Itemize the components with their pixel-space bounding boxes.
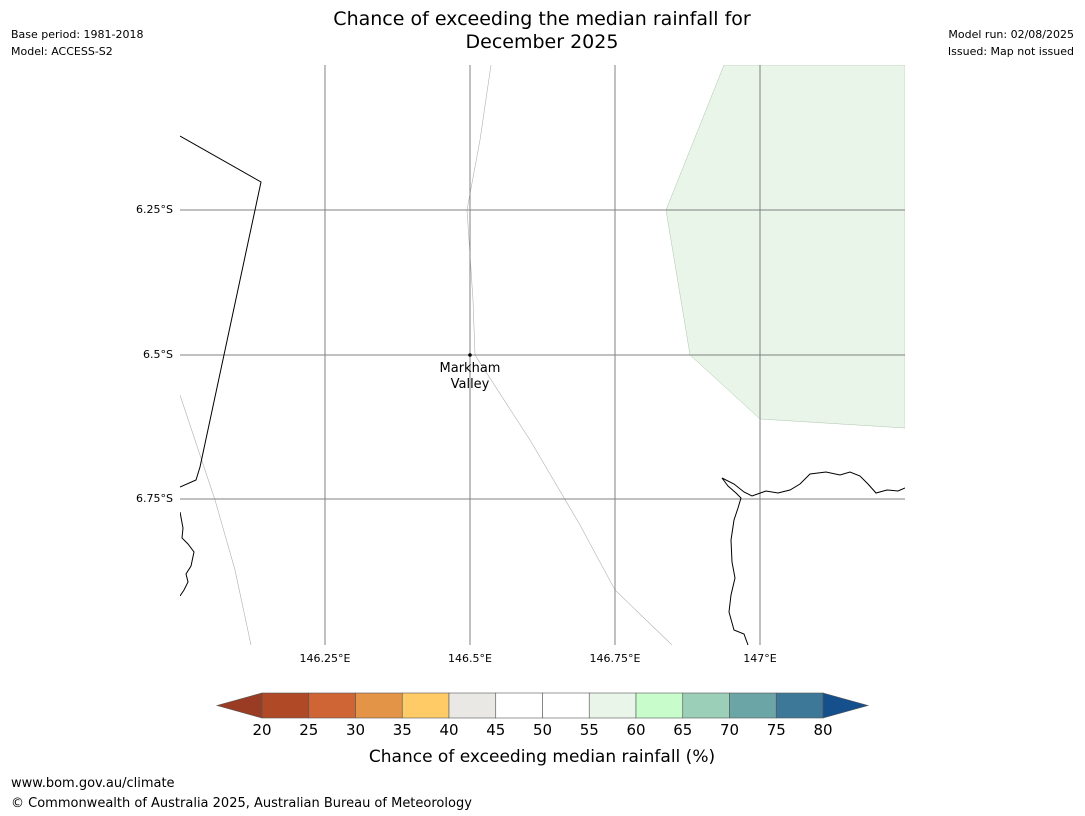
lon-label: 147°E — [743, 652, 776, 665]
colorbar-tick-label: 40 — [439, 721, 458, 739]
colorbar-boxes — [261, 692, 824, 719]
map-area — [180, 65, 905, 645]
colorbar-box — [261, 692, 310, 719]
colorbar-box — [308, 692, 356, 719]
map-title-line2: December 2025 — [465, 31, 619, 53]
boundary-line — [180, 394, 252, 645]
colorbar-box — [448, 692, 497, 719]
lon-label: 146.25°E — [300, 652, 351, 665]
lat-label: 6.75°S — [136, 492, 173, 505]
coastline-huon-gulf — [721, 471, 905, 645]
model-text: Model: ACCESS-S2 — [11, 45, 113, 58]
map-title-line1: Chance of exceeding the median rainfall … — [333, 8, 751, 30]
place-label-line2: Valley — [451, 377, 490, 392]
place-label-line1: Markham — [440, 361, 501, 376]
colorbar-tick-label: 50 — [533, 721, 552, 739]
colorbar-box — [355, 692, 403, 719]
lat-label: 6.25°S — [136, 203, 173, 216]
colorbar-tick-label: 30 — [346, 721, 365, 739]
place-marker-dot — [468, 353, 472, 357]
footer-copyright: © Commonwealth of Australia 2025, Austra… — [11, 796, 472, 811]
issued-text: Issued: Map not issued — [947, 45, 1074, 58]
lon-label: 146.5°E — [448, 652, 492, 665]
colorbar-box — [775, 692, 824, 719]
colorbar-tick-label: 20 — [252, 721, 271, 739]
colorbar-tick-label: 70 — [720, 721, 739, 739]
colorbar-under-arrow — [215, 692, 263, 719]
footer-url[interactable]: www.bom.gov.au/climate — [11, 776, 175, 791]
model-run-text: Model run: 02/08/2025 — [948, 28, 1074, 41]
colorbar-box — [729, 692, 777, 719]
lat-label: 6.5°S — [143, 348, 173, 361]
colorbar: 20 25 30 35 40 45 50 55 60 65 70 75 80 — [215, 692, 870, 739]
colorbar-over-arrow — [822, 692, 870, 719]
colorbar-ticks: 20 25 30 35 40 45 50 55 60 65 70 75 80 — [252, 721, 832, 739]
colorbar-box — [495, 692, 543, 719]
colorbar-tick-label: 35 — [393, 721, 412, 739]
colorbar-box — [401, 692, 450, 719]
colorbar-tick-label: 55 — [580, 721, 599, 739]
lat-gridlines — [180, 209, 905, 500]
colorbar-tick-label: 25 — [299, 721, 318, 739]
colorbar-tick-label: 75 — [767, 721, 786, 739]
base-period-text: Base period: 1981-2018 — [11, 28, 144, 41]
coastline-southwest — [180, 511, 195, 597]
lon-label: 146.75°E — [590, 652, 641, 665]
colorbar-tick-label: 80 — [813, 721, 832, 739]
colorbar-box — [635, 692, 684, 719]
colorbar-label: Chance of exceeding median rainfall (%) — [369, 747, 715, 767]
colorbar-tick-label: 60 — [626, 721, 645, 739]
meta-left: Base period: 1981-2018 Model: ACCESS-S2 — [11, 26, 143, 60]
colorbar-box — [682, 692, 730, 719]
shaded-region-55-60 — [665, 65, 905, 429]
meta-right: Model run: 02/08/2025 Issued: Map not is… — [948, 26, 1074, 60]
coastline-west — [180, 135, 262, 488]
map-title: Chance of exceeding the median rainfall … — [242, 8, 842, 54]
colorbar-box — [588, 692, 637, 719]
colorbar-tick-label: 65 — [673, 721, 692, 739]
colorbar-box — [542, 692, 590, 719]
colorbar-tick-label: 45 — [486, 721, 505, 739]
